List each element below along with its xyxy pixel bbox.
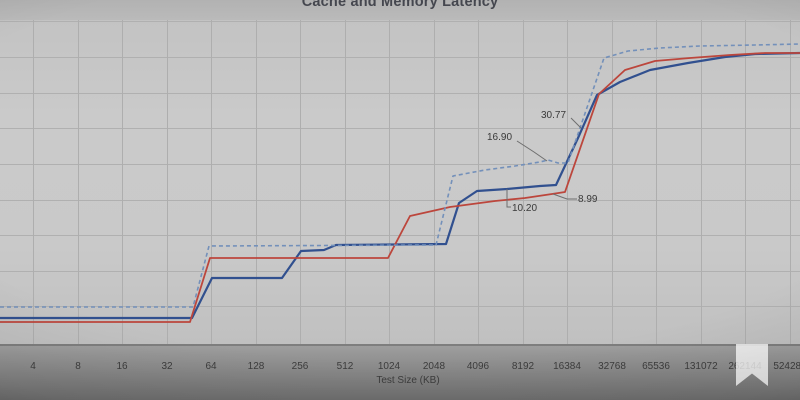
gridline-vertical: [389, 20, 390, 345]
x-tick-label: 512: [336, 361, 354, 372]
leader-line: [506, 189, 511, 208]
data-label: 10.20: [512, 203, 538, 214]
x-tick-label: 128: [247, 361, 265, 372]
leader-line: [570, 117, 582, 129]
plot-area: [0, 20, 800, 345]
x-tick-label: 131072: [684, 361, 718, 372]
gridline-vertical: [33, 20, 34, 345]
gridline-vertical: [345, 20, 346, 345]
x-tick-label: 16384: [553, 361, 581, 372]
x-tick-label: 2048: [422, 361, 446, 372]
gridline-vertical: [701, 20, 702, 345]
leader-line: [552, 193, 577, 200]
x-tick-label: 1024: [377, 361, 401, 372]
data-label: 16.90: [487, 132, 513, 143]
data-label: 8.99: [578, 194, 598, 205]
gridline-vertical: [300, 20, 301, 345]
x-tick-label: 8: [75, 361, 81, 372]
gridline-horizontal: [0, 128, 800, 129]
gridline-vertical: [122, 20, 123, 345]
gridline-vertical: [211, 20, 212, 345]
gridline-vertical: [478, 20, 479, 345]
gridline-vertical: [256, 20, 257, 345]
gridline-vertical: [78, 20, 79, 345]
leader-line: [516, 140, 548, 162]
x-tick-label: 8192: [511, 361, 535, 372]
gridline-horizontal: [0, 164, 800, 165]
gridline-horizontal: [0, 93, 800, 94]
x-tick-label: 65536: [642, 361, 670, 372]
chart-title: Cache and Memory Latency: [301, 0, 499, 10]
x-tick-label: 32768: [598, 361, 626, 372]
gridline-vertical: [745, 20, 746, 345]
gridline-horizontal: [0, 200, 800, 201]
data-label: 30.77: [541, 110, 567, 121]
gridline-horizontal: [0, 57, 800, 58]
gridline-horizontal: [0, 271, 800, 272]
x-axis-line: [0, 344, 800, 346]
x-axis-title: Test Size (KB): [376, 375, 440, 386]
x-tick-label: 64: [205, 361, 217, 372]
x-tick-label: 16: [116, 361, 128, 372]
gridline-horizontal: [0, 21, 800, 22]
x-tick-label: 4096: [466, 361, 490, 372]
gridline-vertical: [790, 20, 791, 345]
gridline-vertical: [167, 20, 168, 345]
gridline-vertical: [434, 20, 435, 345]
gridline-vertical: [523, 20, 524, 345]
x-tick-label: 4: [30, 361, 36, 372]
gridline-horizontal: [0, 306, 800, 307]
series-red-solid: [0, 52, 800, 323]
series-blue-dashed: [0, 43, 800, 308]
x-tick-label: 524288: [773, 361, 800, 372]
gridline-vertical: [612, 20, 613, 345]
x-tick-label: 32: [161, 361, 173, 372]
gridline-vertical: [656, 20, 657, 345]
x-tick-label: 256: [291, 361, 309, 372]
